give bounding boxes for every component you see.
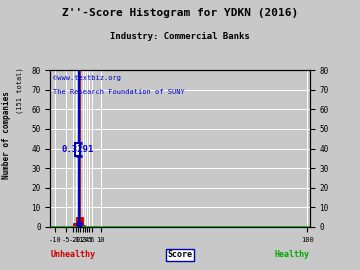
Bar bbox=[82, 225, 85, 227]
Text: (151 total): (151 total) bbox=[17, 68, 23, 114]
Text: Healthy: Healthy bbox=[275, 250, 310, 259]
Bar bbox=[73, 223, 76, 227]
Text: 0.3291: 0.3291 bbox=[62, 145, 94, 154]
Text: ©www.textbiz.org: ©www.textbiz.org bbox=[53, 75, 121, 81]
Text: Unhealthy: Unhealthy bbox=[50, 250, 95, 259]
Bar bbox=[79, 70, 80, 227]
Bar bbox=[78, 170, 79, 227]
Bar bbox=[80, 217, 82, 227]
Text: Number of companies: Number of companies bbox=[2, 91, 11, 179]
Text: Z''-Score Histogram for YDKN (2016): Z''-Score Histogram for YDKN (2016) bbox=[62, 8, 298, 18]
Text: Score: Score bbox=[167, 250, 193, 259]
Text: The Research Foundation of SUNY: The Research Foundation of SUNY bbox=[53, 89, 185, 95]
Bar bbox=[76, 217, 78, 227]
FancyBboxPatch shape bbox=[75, 143, 80, 156]
Text: Industry: Commercial Banks: Industry: Commercial Banks bbox=[110, 32, 250, 41]
